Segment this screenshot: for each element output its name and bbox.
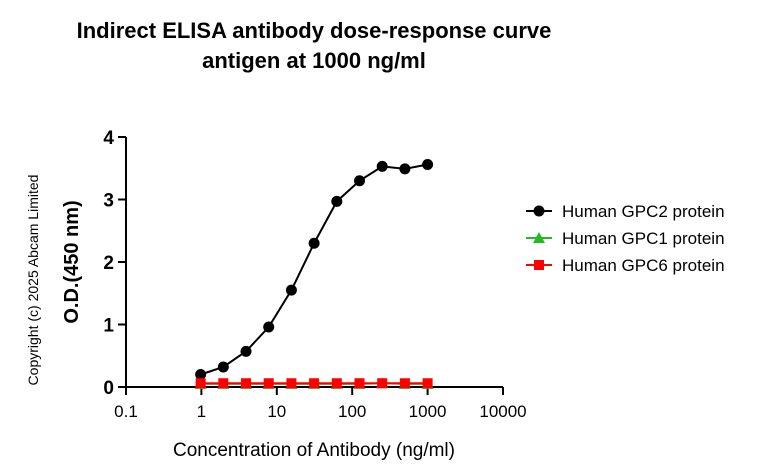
- y-tick-label: 4: [103, 128, 114, 149]
- data-point: [195, 378, 206, 389]
- y-tick-label: 0: [103, 378, 114, 399]
- copyright: Copyright (c) 2025 Abcam Limited: [25, 175, 41, 386]
- data-point: [377, 378, 388, 389]
- data-point: [241, 378, 252, 389]
- series-line: [200, 163, 428, 376]
- data-point: [309, 378, 320, 389]
- data-point: [422, 378, 433, 389]
- data-point: [263, 378, 274, 389]
- data-point: [331, 378, 342, 389]
- data-point: [240, 345, 252, 357]
- data-point: [354, 175, 366, 187]
- x-axis-label: Concentration of Antibody (ng/ml): [173, 440, 455, 461]
- legend-marker: [533, 232, 545, 243]
- legend-label: Human GPC2 protein: [562, 202, 725, 221]
- data-point: [308, 237, 320, 249]
- data-point: [285, 284, 297, 296]
- x-tick-label: 10000: [479, 402, 526, 421]
- y-tick-label: 3: [103, 191, 114, 212]
- data-point: [218, 378, 229, 389]
- data-point: [399, 378, 410, 389]
- x-tick-label: 1000: [409, 402, 447, 421]
- data-point: [422, 159, 434, 170]
- legend-label: Human GPC1 protein: [562, 229, 725, 248]
- data-point: [263, 321, 275, 333]
- y-axis-label: O.D.(450 nm): [61, 200, 83, 323]
- x-tick-label: 100: [338, 402, 366, 421]
- y-tick-label: 1: [103, 316, 114, 337]
- y-tick-label: 2: [103, 253, 114, 274]
- chart-title: Indirect ELISA antibody dose-response cu…: [77, 18, 552, 43]
- legend-marker: [533, 205, 545, 217]
- data-point: [399, 163, 411, 175]
- legend-label: Human GPC6 protein: [562, 256, 725, 275]
- data-point: [286, 378, 297, 389]
- data-point: [331, 195, 343, 207]
- x-tick-label: 1: [197, 402, 206, 421]
- data-point: [195, 369, 207, 380]
- legend-marker: [534, 260, 544, 270]
- x-tick-label: 0.1: [114, 402, 138, 421]
- x-tick-label: 10: [267, 402, 286, 421]
- data-point: [376, 160, 388, 172]
- data-point: [354, 378, 365, 389]
- data-point: [217, 361, 229, 373]
- chart-title: antigen at 1000 ng/ml: [202, 48, 426, 73]
